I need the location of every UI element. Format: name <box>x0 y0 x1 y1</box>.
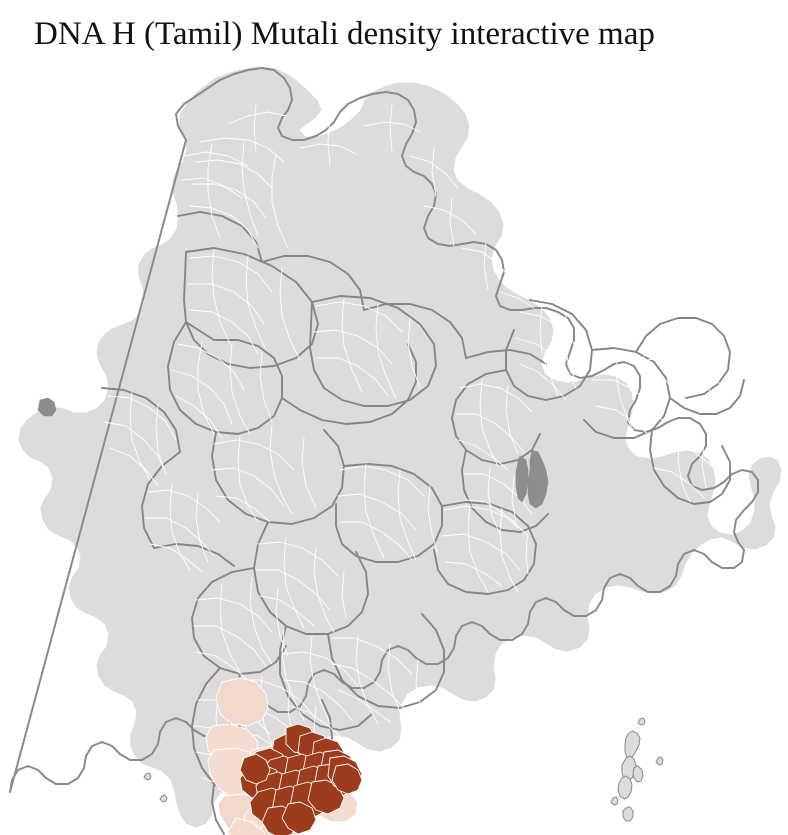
lakshadweep-islands[interactable] <box>143 772 168 803</box>
dark-coastal-strip <box>515 449 549 509</box>
map-landmass-group <box>9 65 783 835</box>
page-title: DNA H (Tamil) Mutali density interactive… <box>34 16 655 52</box>
dark-coastal-strip-west <box>37 397 57 417</box>
district-boundaries <box>103 103 723 835</box>
andaman-nicobar-islands[interactable] <box>610 717 668 835</box>
dark-highlight-districts[interactable] <box>239 723 363 835</box>
india-map[interactable] <box>0 52 788 835</box>
india-landmass[interactable] <box>17 65 783 829</box>
india-map-svg[interactable] <box>0 52 788 835</box>
